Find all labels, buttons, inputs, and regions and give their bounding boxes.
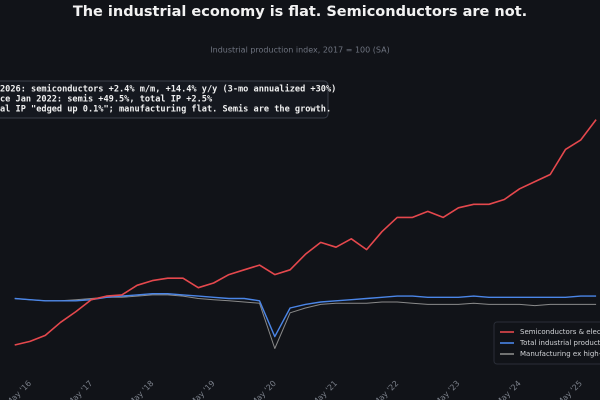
series-line bbox=[14, 119, 597, 346]
legend-label: Manufacturing ex high-t bbox=[520, 350, 600, 358]
annotation-box bbox=[0, 80, 329, 119]
series-line bbox=[14, 293, 597, 338]
annotation-line: al IP "edged up 0.1%"; manufacturing fla… bbox=[0, 104, 331, 115]
chart-title: The industrial economy is flat. Semicond… bbox=[73, 4, 527, 20]
legend-box bbox=[493, 321, 600, 365]
annotation-line: 2026: semiconductors +2.4% m/m, +14.4% y… bbox=[0, 84, 336, 95]
annotation-line: ce Jan 2022: semis +49.5%, total IP +2.5… bbox=[0, 94, 213, 105]
legend-label: Semiconductors & elect bbox=[520, 328, 600, 336]
legend-label: Total industrial producti bbox=[519, 339, 600, 347]
chart-subtitle: Industrial production index, 2017 = 100 … bbox=[210, 46, 389, 55]
